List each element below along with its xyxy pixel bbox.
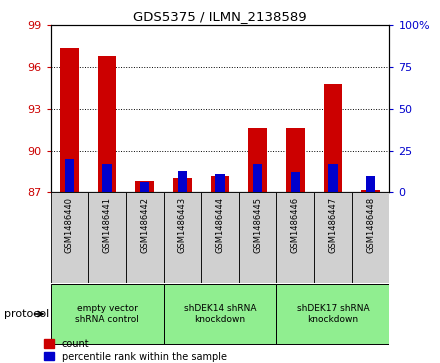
Bar — [164, 284, 276, 344]
Text: GSM1486445: GSM1486445 — [253, 197, 262, 253]
Legend: count, percentile rank within the sample: count, percentile rank within the sample — [44, 339, 227, 362]
Bar — [126, 192, 164, 283]
Text: GSM1486443: GSM1486443 — [178, 197, 187, 253]
Bar — [201, 192, 239, 283]
Bar — [276, 284, 389, 344]
Text: protocol: protocol — [4, 309, 50, 319]
Bar — [248, 129, 267, 192]
Bar — [173, 179, 192, 192]
Text: GSM1486447: GSM1486447 — [328, 197, 337, 253]
Bar — [352, 192, 389, 283]
Bar — [98, 56, 117, 192]
Bar — [103, 164, 112, 192]
Bar — [328, 164, 337, 192]
Bar — [211, 176, 229, 192]
Bar — [51, 192, 88, 283]
Bar — [60, 48, 79, 192]
Text: GSM1486444: GSM1486444 — [216, 197, 224, 253]
Bar — [290, 172, 300, 192]
Text: shDEK14 shRNA
knockdown: shDEK14 shRNA knockdown — [184, 304, 256, 324]
Bar — [239, 192, 276, 283]
Bar — [164, 192, 201, 283]
Bar — [140, 182, 150, 192]
Bar — [253, 164, 262, 192]
Bar — [276, 192, 314, 283]
Bar — [136, 181, 154, 192]
Text: GSM1486446: GSM1486446 — [291, 197, 300, 253]
Bar — [178, 171, 187, 192]
Text: GSM1486442: GSM1486442 — [140, 197, 149, 253]
Title: GDS5375 / ILMN_2138589: GDS5375 / ILMN_2138589 — [133, 10, 307, 23]
Text: GSM1486448: GSM1486448 — [366, 197, 375, 253]
Text: GSM1486441: GSM1486441 — [103, 197, 112, 253]
Bar — [88, 192, 126, 283]
Bar — [361, 189, 380, 192]
Text: shDEK17 shRNA
knockdown: shDEK17 shRNA knockdown — [297, 304, 369, 324]
Text: GSM1486440: GSM1486440 — [65, 197, 74, 253]
Bar — [51, 284, 164, 344]
Bar — [366, 176, 375, 192]
Bar — [323, 84, 342, 192]
Bar — [65, 159, 74, 192]
Bar — [314, 192, 352, 283]
Text: empty vector
shRNA control: empty vector shRNA control — [75, 304, 139, 324]
Bar — [286, 129, 305, 192]
Bar — [215, 174, 225, 192]
